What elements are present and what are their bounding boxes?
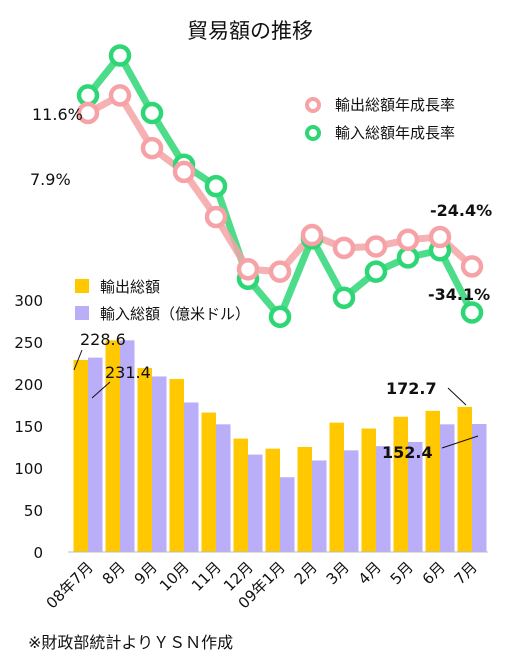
legend-swatch-import xyxy=(75,306,89,320)
point-export-growth xyxy=(236,258,260,281)
point-export-growth xyxy=(396,228,420,252)
bar-export xyxy=(297,447,312,552)
bar-y-axis: 0 50 100 150 200 250 300 xyxy=(14,292,43,562)
point-import-growth xyxy=(76,84,100,107)
point-import-growth xyxy=(460,301,484,324)
point-export-growth xyxy=(300,223,324,247)
legend-label-export: 輸出総額 xyxy=(100,278,160,296)
legend-swatch-export xyxy=(75,279,89,293)
bar-import xyxy=(248,454,263,552)
chart-title: 貿易額の推移 xyxy=(187,19,313,43)
point-export-growth xyxy=(460,255,484,278)
ann-bar-first-export-leader xyxy=(73,349,83,371)
ann-bar-first-import: 231.4 xyxy=(105,363,151,382)
point-export-growth xyxy=(364,235,388,258)
bar-export xyxy=(169,378,184,552)
legend-marker-import-growth xyxy=(305,125,321,141)
ann-line-last-export: -24.4% xyxy=(430,201,492,220)
point-export-growth xyxy=(428,225,452,249)
bar-export xyxy=(425,410,440,552)
bar-import xyxy=(440,424,455,552)
ann-bar-last-export-leader xyxy=(447,387,467,406)
point-export-growth xyxy=(204,205,228,229)
bar-export xyxy=(393,416,408,552)
bar-import xyxy=(216,424,231,552)
bar-export xyxy=(361,428,376,552)
y-tick-label: 300 xyxy=(14,292,43,310)
y-tick-label: 150 xyxy=(14,418,43,436)
ann-line-first-export: 7.9% xyxy=(30,170,71,189)
point-import-growth xyxy=(396,246,420,269)
bar-import xyxy=(88,357,103,552)
footnote: ※財政部統計よりＹＳＮ作成 xyxy=(28,633,233,652)
x-tick-label: 11月 xyxy=(188,558,225,595)
point-export-growth xyxy=(332,236,356,260)
ann-line-last-import: -34.1% xyxy=(428,285,490,304)
point-import-growth xyxy=(364,260,388,283)
bar-export xyxy=(233,438,248,552)
x-tick-label: 2月 xyxy=(291,558,321,588)
legend-marker-export-growth xyxy=(305,97,321,113)
bar-export xyxy=(73,359,88,552)
bar-import xyxy=(184,402,199,552)
ann-bar-first-import-leader xyxy=(91,381,111,399)
line-legend: 輸出総額年成長率 輸入総額年成長率 xyxy=(305,96,455,142)
y-tick-label: 250 xyxy=(14,334,43,352)
point-import-growth xyxy=(268,305,292,328)
bar-marks xyxy=(68,340,488,553)
bar-import xyxy=(280,477,295,552)
legend-label-import: 輸入総額（億米ドル） xyxy=(100,305,250,323)
ann-bar-last-import: 152.4 xyxy=(382,443,433,462)
bar-export xyxy=(265,448,280,552)
ann-bar-last-export: 172.7 xyxy=(386,379,437,398)
bar-import xyxy=(152,376,167,552)
line-marks xyxy=(76,44,484,328)
x-tick-label: 4月 xyxy=(355,558,385,588)
legend-label-export-growth: 輸出総額年成長率 xyxy=(335,96,455,114)
bar-export xyxy=(457,406,472,552)
point-export-growth xyxy=(76,101,100,125)
bar-import xyxy=(376,446,391,552)
point-import-growth xyxy=(140,101,164,125)
x-tick-label: 10月 xyxy=(156,558,193,595)
x-tick-label: 8月 xyxy=(99,558,129,588)
bar-import xyxy=(408,441,423,552)
bar-legend: 輸出総額 輸入総額（億米ドル） xyxy=(75,278,250,323)
bar-import xyxy=(120,340,135,552)
legend-label-import-growth: 輸入総額年成長率 xyxy=(335,124,455,142)
bar-export xyxy=(201,412,216,552)
y-tick-label: 100 xyxy=(14,460,43,478)
bar-import xyxy=(472,423,487,552)
bar-import xyxy=(344,450,359,552)
y-tick-label: 50 xyxy=(24,502,43,520)
ann-line-first-import: 11.6% xyxy=(32,105,83,124)
point-export-growth xyxy=(172,160,196,184)
point-import-growth xyxy=(204,174,228,198)
ann-bar-last-import-leader xyxy=(441,435,479,449)
point-import-growth xyxy=(332,286,356,309)
y-tick-label: 0 xyxy=(33,544,43,562)
x-tick-label: 6月 xyxy=(419,558,449,588)
x-tick-label: 08年7月 xyxy=(43,558,97,612)
point-export-growth xyxy=(268,260,292,283)
x-tick-label: 3月 xyxy=(323,558,353,588)
annotations: 11.6% 7.9% -24.4% -34.1% 228.6 231.4 172… xyxy=(30,105,492,462)
point-import-growth xyxy=(108,44,132,67)
bar-export xyxy=(329,422,344,552)
bar-import xyxy=(312,460,327,552)
bar-export xyxy=(137,368,152,552)
ann-bar-first-export: 228.6 xyxy=(80,330,126,349)
bar-export xyxy=(105,340,120,552)
x-tick-label: 5月 xyxy=(387,558,417,588)
point-export-growth xyxy=(108,84,132,107)
y-tick-label: 200 xyxy=(14,376,43,394)
x-tick-label: 7月 xyxy=(451,558,481,588)
point-export-growth xyxy=(140,136,164,160)
